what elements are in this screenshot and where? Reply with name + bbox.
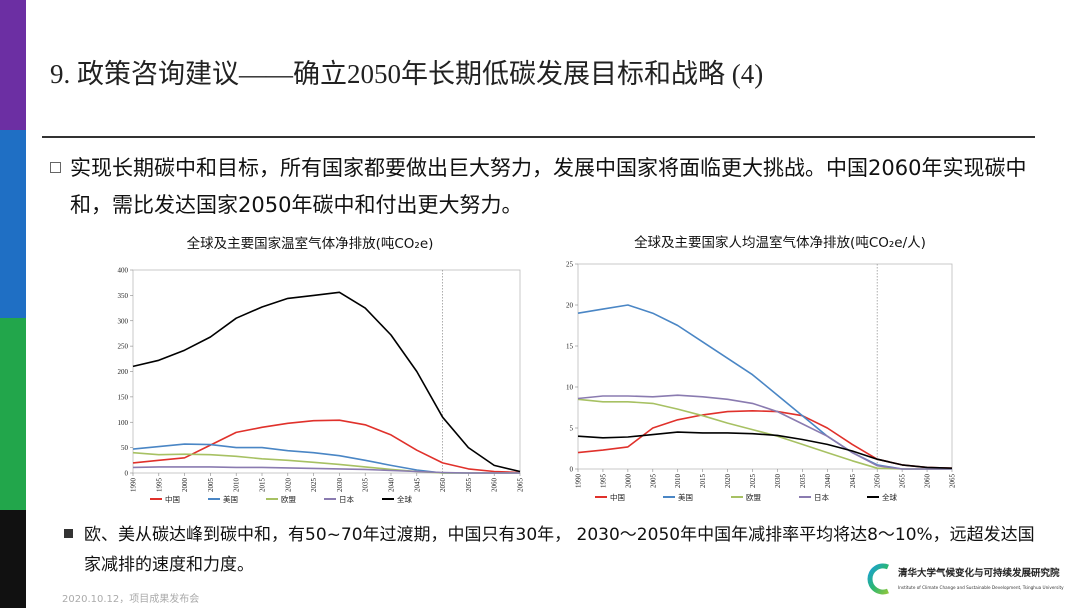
y-tick-label: 0 [125,470,129,478]
x-tick-label: 2020 [284,478,292,493]
legend-label: 中国 [165,494,180,504]
y-tick-label: 350 [118,292,129,300]
x-tick-label: 2035 [362,478,370,493]
legend-label: 美国 [678,492,693,502]
x-tick-label: 2040 [824,474,832,489]
bullet-icon [50,162,61,173]
color-bar [0,318,26,510]
x-tick-label: 2060 [491,478,499,493]
x-tick-label: 2050 [874,474,882,489]
legend-label: 日本 [339,494,354,504]
x-tick-label: 2045 [849,474,857,489]
x-tick-label: 2015 [259,478,267,493]
series-line [577,410,953,469]
legend-label: 欧盟 [281,494,296,504]
legend-label: 欧盟 [746,492,761,502]
y-tick-label: 10 [566,384,574,392]
series-line [132,451,520,474]
x-tick-label: 2030 [336,478,344,493]
x-tick-label: 2000 [624,474,632,489]
y-tick-label: 250 [118,343,129,351]
series-line [132,291,521,473]
color-bar [0,0,26,130]
series-line [577,398,952,470]
x-tick-label: 2035 [799,474,807,489]
x-tick-label: 2010 [233,478,241,493]
y-tick-label: 25 [566,261,574,269]
y-tick-label: 200 [118,368,129,376]
y-tick-label: 5 [570,425,574,433]
x-tick-label: 2045 [413,478,421,493]
x-tick-label: 2050 [439,478,447,493]
x-tick-label: 2025 [310,478,318,493]
legend-label: 日本 [814,492,829,502]
series-line [577,394,952,470]
plot-frame [132,269,521,474]
series-line [132,443,520,474]
y-tick-label: 100 [118,419,129,427]
x-tick-label: 2005 [207,478,215,493]
y-tick-label: 150 [118,393,129,401]
bullet-text: 欧、美从碳达峰到碳中和，有50~70年过渡期，中国只有30年， 2030～205… [84,525,1035,575]
x-tick-label: 1990 [575,474,583,489]
logo-subtext: Institute of Climate Change and Sustaina… [898,585,1064,590]
color-bar [0,510,26,608]
x-tick-label: 2030 [774,474,782,489]
legend-label: 美国 [223,494,238,504]
x-tick-label: 2015 [699,474,707,489]
x-tick-label: 1990 [130,478,138,493]
series-line [577,431,953,469]
x-tick-label: 2005 [649,474,657,489]
series-line [132,466,520,474]
chart-title: 全球及主要国家人均温室气体净排放(吨CO₂e/人) [634,234,926,251]
color-bar [0,130,26,318]
y-tick-label: 300 [118,317,129,325]
slide-title: 9. 政策咨询建议——确立2050年长期低碳发展目标和战略 (4) [50,59,764,89]
x-tick-label: 2020 [724,474,732,489]
x-tick-label: 2055 [899,474,907,489]
x-tick-label: 2025 [749,474,757,489]
x-tick-label: 2065 [517,478,525,493]
x-tick-label: 2055 [465,478,473,493]
divider [42,136,1035,138]
y-tick-label: 15 [566,343,574,351]
legend-label: 中国 [610,492,625,502]
x-tick-label: 2010 [674,474,682,489]
x-tick-label: 1995 [155,478,163,493]
x-tick-label: 1995 [599,474,607,489]
legend-label: 全球 [882,492,897,502]
legend-label: 全球 [397,494,412,504]
y-tick-label: 20 [566,302,574,310]
y-tick-label: 400 [118,267,129,275]
y-tick-label: 0 [570,466,574,474]
x-tick-label: 2060 [924,474,932,489]
chart-title: 全球及主要国家温室气体净排放(吨CO₂e) [187,235,434,252]
bullet-icon [64,529,73,538]
x-tick-label: 2000 [181,478,189,493]
x-tick-label: 2040 [388,478,396,493]
footer-date: 2020.10.12，项目成果发布会 [62,594,200,605]
y-tick-label: 50 [121,444,129,452]
series-line [577,304,952,470]
bullet-text: 实现长期碳中和目标，所有国家都要做出巨大努力，发展中国家将面临更大挑战。中国20… [70,156,1027,217]
series-line [132,419,521,474]
x-tick-label: 2065 [949,474,957,489]
plot-frame [577,263,953,470]
